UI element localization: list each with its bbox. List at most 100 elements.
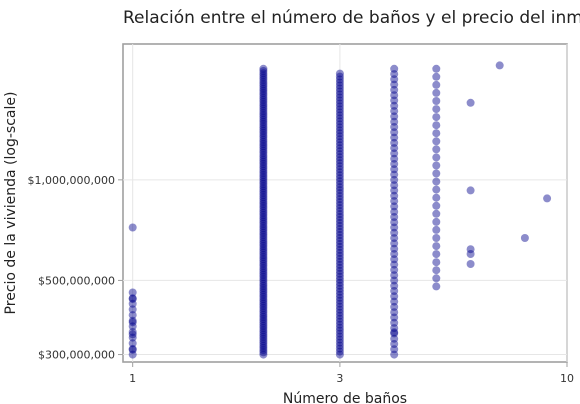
data-point bbox=[259, 202, 268, 211]
data-point bbox=[335, 305, 344, 314]
data-point bbox=[259, 250, 268, 259]
data-point bbox=[259, 199, 268, 208]
data-point bbox=[335, 144, 344, 153]
data-point bbox=[259, 284, 268, 293]
data-point bbox=[335, 189, 344, 198]
data-point bbox=[259, 67, 268, 75]
data-point bbox=[335, 135, 344, 144]
data-point bbox=[390, 80, 399, 89]
data-point bbox=[335, 147, 344, 156]
data-point bbox=[335, 278, 344, 287]
chart-title: Relación entre el número de baños y el p… bbox=[123, 8, 580, 28]
data-point bbox=[390, 334, 399, 343]
data-point bbox=[335, 275, 344, 284]
data-point bbox=[335, 287, 344, 296]
data-point bbox=[128, 223, 137, 232]
data-point bbox=[335, 231, 344, 239]
data-point bbox=[335, 269, 344, 278]
data-point bbox=[335, 186, 344, 195]
data-point bbox=[259, 219, 268, 228]
data-point bbox=[259, 339, 268, 348]
data-point bbox=[259, 237, 268, 246]
data-point bbox=[335, 242, 344, 251]
data-point bbox=[259, 120, 268, 129]
data-point bbox=[335, 141, 344, 150]
data-point bbox=[390, 170, 399, 179]
data-point bbox=[259, 348, 268, 357]
data-point bbox=[335, 260, 344, 269]
data-point bbox=[432, 72, 441, 81]
data-point bbox=[259, 86, 268, 95]
data-point bbox=[259, 319, 268, 328]
data-point bbox=[259, 328, 268, 337]
data-point bbox=[259, 330, 268, 339]
data-point bbox=[335, 120, 344, 129]
data-point bbox=[520, 234, 529, 242]
data-point bbox=[390, 149, 399, 158]
data-point bbox=[390, 181, 399, 190]
data-point bbox=[335, 210, 344, 219]
data-point bbox=[259, 242, 268, 250]
data-point bbox=[259, 188, 268, 197]
data-point bbox=[335, 245, 344, 254]
data-point bbox=[432, 64, 441, 73]
data-point bbox=[390, 64, 399, 73]
data-point bbox=[390, 340, 399, 348]
data-point bbox=[259, 124, 268, 133]
data-point bbox=[259, 213, 268, 222]
data-point bbox=[390, 101, 399, 110]
data-point bbox=[335, 234, 344, 242]
data-point bbox=[128, 333, 137, 342]
data-point bbox=[335, 308, 344, 317]
data-point bbox=[335, 263, 344, 272]
data-point bbox=[335, 326, 344, 335]
data-point bbox=[259, 290, 268, 299]
data-point bbox=[335, 272, 344, 281]
data-point bbox=[390, 70, 399, 79]
data-point bbox=[259, 102, 268, 111]
y-tick-label: $500,000,000 bbox=[38, 274, 115, 287]
data-point bbox=[335, 72, 344, 81]
data-point bbox=[335, 69, 344, 78]
data-point bbox=[259, 281, 268, 290]
data-point bbox=[128, 294, 137, 303]
data-point bbox=[390, 250, 399, 258]
data-point bbox=[390, 107, 399, 116]
data-point bbox=[390, 244, 399, 253]
data-point bbox=[390, 345, 399, 354]
data-point bbox=[259, 160, 268, 168]
data-point bbox=[335, 329, 344, 338]
data-point bbox=[259, 268, 268, 277]
data-point bbox=[390, 133, 399, 142]
data-point bbox=[259, 162, 268, 171]
data-point bbox=[259, 193, 268, 202]
data-point bbox=[259, 312, 268, 321]
data-point bbox=[390, 281, 399, 290]
data-point bbox=[259, 78, 268, 87]
data-point bbox=[259, 122, 268, 131]
data-point bbox=[259, 64, 268, 73]
data-point bbox=[432, 193, 441, 202]
data-point bbox=[128, 311, 137, 320]
data-point bbox=[432, 177, 441, 186]
data-point bbox=[259, 82, 268, 91]
data-point bbox=[466, 250, 475, 258]
data-point bbox=[128, 316, 137, 325]
data-point bbox=[390, 123, 399, 131]
data-point bbox=[335, 117, 344, 126]
data-point bbox=[335, 105, 344, 114]
data-point bbox=[432, 250, 441, 259]
x-tick-label: 10 bbox=[560, 372, 574, 385]
data-point bbox=[335, 138, 344, 147]
plot-frame bbox=[122, 43, 568, 363]
data-point bbox=[259, 91, 268, 100]
data-point bbox=[335, 99, 344, 108]
data-point bbox=[335, 126, 344, 135]
data-point bbox=[335, 341, 344, 350]
data-point bbox=[335, 201, 344, 210]
data-point bbox=[335, 93, 344, 102]
data-point bbox=[259, 166, 268, 175]
data-point bbox=[259, 246, 268, 255]
data-point bbox=[259, 255, 268, 264]
data-point bbox=[432, 105, 441, 114]
